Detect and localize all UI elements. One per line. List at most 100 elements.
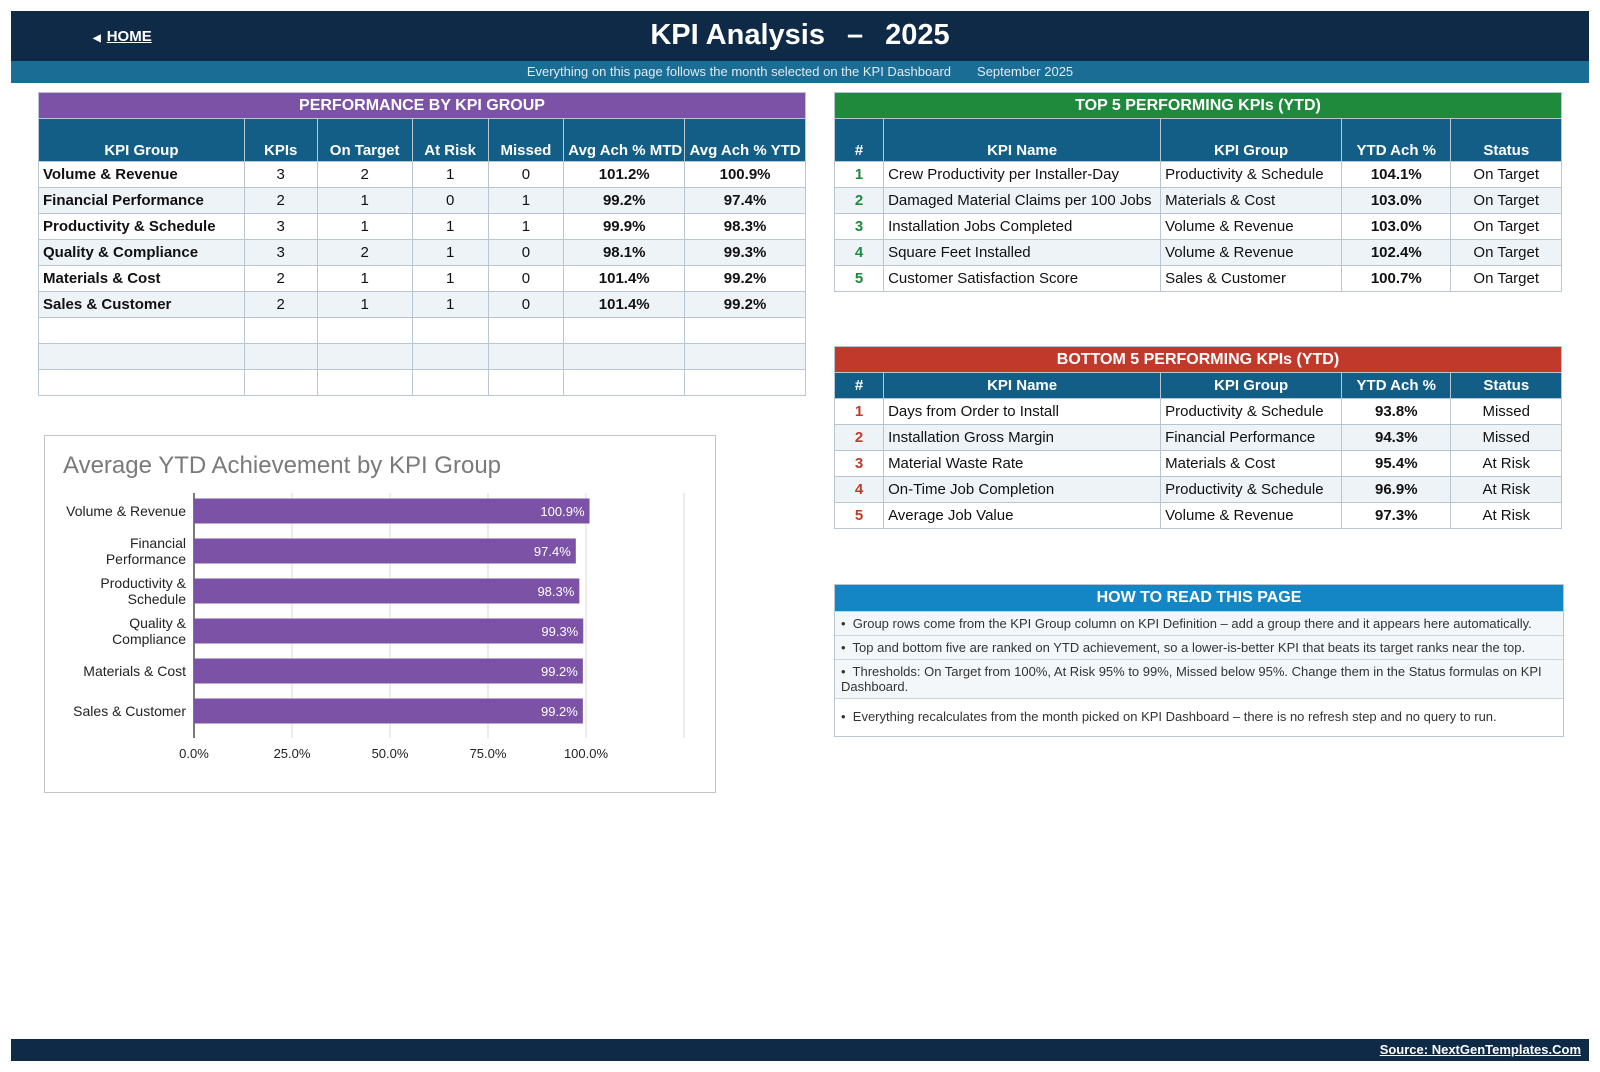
table-cell: 102.4%	[1341, 239, 1452, 266]
how-to-item-text: Thresholds: On Target from 100%, At Risk…	[841, 664, 1542, 694]
table-cell: Installation Jobs Completed	[883, 213, 1162, 240]
table-row: 3 Material Waste Rate Materials & Cost 95.4…	[833, 450, 1562, 477]
table-cell	[563, 343, 686, 370]
table-cell	[38, 317, 245, 344]
table-row	[38, 317, 806, 344]
table-cell: 0	[487, 265, 565, 292]
table-cell: On-Time Job Completion	[883, 476, 1162, 503]
table-cell: At Risk	[1450, 476, 1562, 503]
table-cell: 96.9%	[1341, 476, 1452, 503]
bar[interactable]	[194, 698, 583, 724]
table-cell: 99.2%	[684, 291, 806, 318]
table-cell: 0	[487, 161, 565, 188]
table-cell: Volume & Revenue	[1160, 213, 1343, 240]
table-cell: 5	[833, 265, 885, 292]
bar[interactable]	[194, 538, 576, 564]
home-link[interactable]: ◀ HOME	[93, 28, 152, 45]
table-cell: Productivity & Schedule	[38, 213, 245, 240]
subtitle-bar: Everything on this page follows the mont…	[11, 61, 1589, 83]
table-cell: 99.9%	[563, 213, 686, 240]
page-header: ◀ HOME KPI Analysis –2025	[11, 11, 1589, 61]
performance-table: PERFORMANCE BY KPI GROUP KPI Group KPIs On…	[38, 92, 806, 396]
table-cell: 1	[411, 213, 489, 240]
table-cell: 1	[833, 161, 885, 188]
category-label: Materials & Cost	[83, 663, 186, 679]
table-cell: Sales & Customer	[38, 291, 245, 318]
table-row: 3 Installation Jobs Completed Volume & Rev…	[833, 213, 1562, 240]
source-link[interactable]: Source: NextGenTemplates.Com	[1379, 1042, 1581, 1057]
table-cell: 1	[316, 187, 413, 214]
x-tick-label: 100.0%	[564, 746, 609, 761]
column-header: YTD Ach %	[1341, 118, 1452, 162]
table-cell	[316, 317, 413, 344]
category-label: Volume & Revenue	[66, 503, 186, 519]
table-cell: On Target	[1450, 265, 1562, 292]
table-cell: 99.3%	[684, 239, 806, 266]
table-cell: 101.4%	[563, 265, 686, 292]
table-cell: Materials & Cost	[38, 265, 245, 292]
how-to-read-title: HOW TO READ THIS PAGE	[835, 585, 1563, 611]
title-text: KPI Analysis	[650, 19, 825, 51]
column-header: #	[833, 372, 885, 399]
table-cell: 1	[316, 265, 413, 292]
table-row: Quality & Compliance 3 2 1 0 98.1% 99.3%	[38, 239, 806, 266]
table-cell: At Risk	[1450, 450, 1562, 477]
table-cell: 101.2%	[563, 161, 686, 188]
how-to-read-panel: HOW TO READ THIS PAGE • Group rows come …	[834, 584, 1564, 737]
table-row	[38, 369, 806, 396]
top5-table: TOP 5 PERFORMING KPIs (YTD) # KPI Name KPI…	[833, 92, 1562, 292]
x-tick-label: 25.0%	[274, 746, 311, 761]
bar-value-label: 98.3%	[537, 584, 574, 599]
how-to-item-text: Group rows come from the KPI Group colum…	[852, 616, 1532, 631]
table-row: Sales & Customer 2 1 1 0 101.4% 99.2%	[38, 291, 806, 318]
title-year: 2025	[885, 19, 950, 51]
table-cell	[243, 317, 318, 344]
bar-value-label: 97.4%	[534, 544, 571, 559]
column-header: Status	[1450, 372, 1562, 399]
table-cell: 3	[243, 213, 318, 240]
table-cell: 2	[316, 161, 413, 188]
bar[interactable]	[194, 658, 583, 684]
table-cell: 3	[243, 239, 318, 266]
table-cell: Volume & Revenue	[38, 161, 245, 188]
table-cell: 104.1%	[1341, 161, 1452, 188]
ytd-achievement-chart[interactable]: Average YTD Achievement by KPI Group 0.0…	[44, 435, 716, 793]
bar[interactable]	[194, 578, 580, 604]
table-cell: 95.4%	[1341, 450, 1452, 477]
table-cell	[411, 369, 489, 396]
table-row: 1 Days from Order to Install Productivity …	[833, 398, 1562, 425]
table-cell: Quality & Compliance	[38, 239, 245, 266]
table-cell: Customer Satisfaction Score	[883, 265, 1162, 292]
table-cell: Financial Performance	[1160, 424, 1343, 451]
x-tick-label: 50.0%	[372, 746, 409, 761]
table-cell: 101.4%	[563, 291, 686, 318]
table-cell: 100.7%	[1341, 265, 1452, 292]
table-cell: 4	[833, 239, 885, 266]
column-header: At Risk	[411, 118, 489, 162]
table-row: 5 Customer Satisfaction Score Sales & Cust…	[833, 265, 1562, 292]
how-to-item: • Everything recalculates from the month…	[835, 698, 1563, 736]
column-header: KPI Group	[38, 118, 245, 162]
page-title: KPI Analysis –2025	[11, 19, 1589, 52]
table-cell: 97.3%	[1341, 502, 1452, 529]
table-cell: 1	[487, 187, 565, 214]
table-cell: Productivity & Schedule	[1160, 161, 1343, 188]
table-cell: Financial Performance	[38, 187, 245, 214]
selected-month: September 2025	[977, 64, 1074, 79]
table-cell: 0	[487, 239, 565, 266]
bar[interactable]	[194, 498, 590, 524]
table-row: 1 Crew Productivity per Installer-Day Prod…	[833, 161, 1562, 188]
bar[interactable]	[194, 618, 584, 644]
table-cell: 99.2%	[684, 265, 806, 292]
table-cell	[487, 369, 565, 396]
column-header: KPI Name	[883, 372, 1162, 399]
page-footer: Source: NextGenTemplates.Com	[11, 1039, 1589, 1061]
table-cell: 1	[487, 213, 565, 240]
table-cell: On Target	[1450, 161, 1562, 188]
table-cell	[38, 369, 245, 396]
table-cell	[684, 317, 806, 344]
table-cell: 2	[316, 239, 413, 266]
table-cell: 0	[487, 291, 565, 318]
column-header: YTD Ach %	[1341, 372, 1452, 399]
column-header: #	[833, 118, 885, 162]
